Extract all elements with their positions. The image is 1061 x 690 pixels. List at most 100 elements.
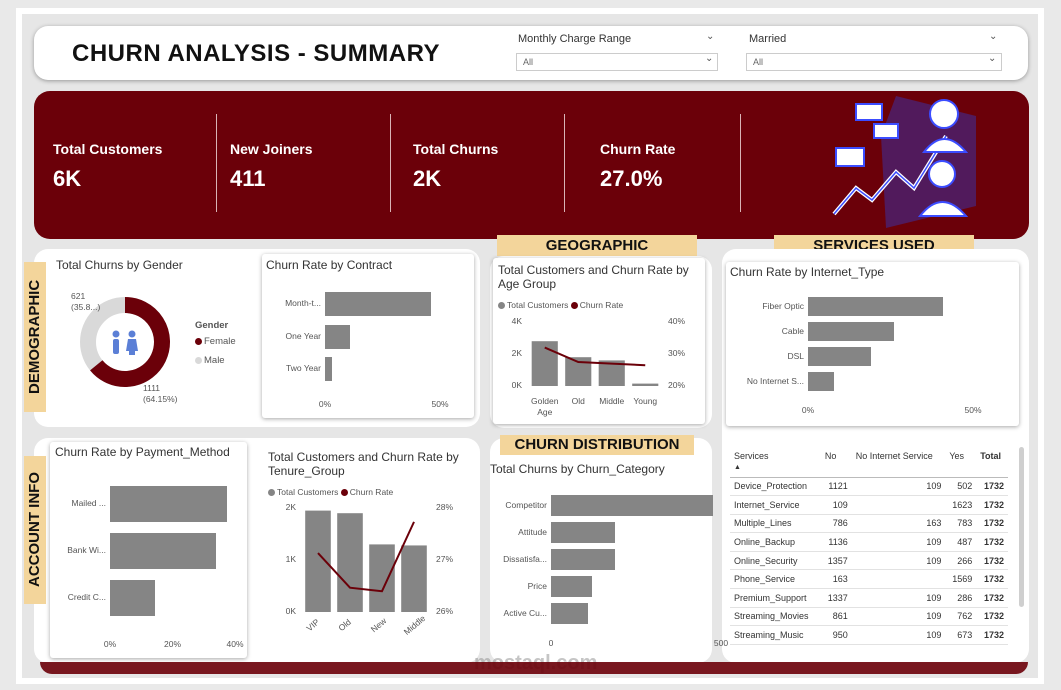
age-chart-card: [493, 258, 705, 424]
kpi-divider: [740, 114, 741, 212]
bar-category-2: [551, 549, 615, 570]
internet-chart-card: [726, 262, 1019, 426]
kpi-total-customers-value: 6K: [53, 166, 82, 191]
table-cell: 673: [945, 625, 977, 645]
table-cell: 1732: [976, 588, 1008, 608]
table-cell: 1337: [820, 588, 852, 608]
table-cell: 1732: [976, 551, 1008, 571]
category-label: Old: [571, 396, 585, 406]
table-cell: 749: [945, 644, 977, 650]
kpi-divider: [390, 114, 391, 212]
bottom-edge: [40, 662, 1028, 674]
section-geographic: GEOGRAPHIC: [497, 235, 697, 256]
people-icon: [112, 330, 138, 355]
table-row: Streaming_TV9741097491732: [730, 644, 1008, 650]
table-cell: 1732: [976, 532, 1008, 552]
column-age-3: [632, 383, 659, 386]
table-cell: Online_Security: [730, 551, 821, 571]
kpi-divider: [216, 114, 217, 212]
table-cell: 266: [945, 551, 977, 571]
bar-contract-2: [325, 357, 332, 381]
person-icon: [929, 99, 959, 129]
table-cell: 487: [945, 532, 977, 552]
bar-category-4: [551, 603, 589, 624]
table-cell: 974: [820, 644, 852, 650]
x-tick-label: 0%: [318, 399, 332, 409]
chart-title-age: Total Customers and Churn Rate by Age Gr…: [498, 263, 689, 291]
bar-internet-1: [808, 322, 894, 341]
x-tick-label: 40%: [226, 639, 244, 649]
column-tenure-2: [369, 544, 395, 612]
section-account-info: ACCOUNT INFO: [24, 456, 46, 604]
category-label: Month-t...: [285, 298, 321, 308]
table-cell: Multiple_Lines: [730, 514, 821, 534]
table-cell: 109: [851, 477, 946, 497]
table-cell: 1121: [820, 477, 852, 497]
category-label: Mailed ...: [71, 498, 107, 508]
y-tick-label: 4K: [511, 316, 522, 326]
bar-payment-0: [110, 486, 228, 522]
table-header-row: Services ▲ No No Internet Service Yes Total: [730, 447, 1008, 478]
slicer-monthly-charge-dropdown[interactable]: All: [516, 53, 718, 71]
y2-tick-label: 26%: [436, 606, 454, 616]
table-cell: 1732: [976, 644, 1008, 650]
column-header[interactable]: Yes: [945, 447, 977, 478]
category-label: DSL: [787, 350, 804, 361]
table-row: Internet_Service 109 1623 1732: [730, 495, 1008, 515]
table-cell: Phone_Service: [730, 569, 821, 590]
chevron-down-icon[interactable]: ⌄: [988, 53, 997, 64]
chevron-down-icon[interactable]: ⌄: [989, 31, 998, 42]
legend-male[interactable]: Male: [195, 355, 225, 366]
column-header[interactable]: Services ▲: [730, 447, 821, 478]
section-demographic: DEMOGRAPHIC: [24, 262, 46, 412]
person-icon: [928, 160, 956, 188]
section-churn-distribution: CHURN DISTRIBUTION: [500, 435, 694, 455]
chart-title-internet: Churn Rate by Internet_Type: [730, 265, 885, 279]
table-cell: 1732: [976, 495, 1008, 515]
services-table: Services ▲ No No Internet Service Yes Total De…: [730, 447, 1008, 650]
age-plot: [531, 341, 659, 386]
chevron-down-icon[interactable]: ⌄: [705, 53, 714, 64]
chart-title-gender: Total Churns by Gender: [56, 258, 183, 272]
column-header[interactable]: No: [820, 447, 852, 478]
slicer-married-value: All: [753, 57, 764, 67]
legend-female[interactable]: Female: [195, 336, 236, 347]
x-tick-label: 0%: [801, 405, 815, 415]
kpi-churn-rate-value: 27.0%: [600, 166, 663, 191]
chart-title-payment: Churn Rate by Payment_Method: [55, 445, 230, 459]
category-label: Bank Wi...: [67, 545, 106, 555]
slicer-monthly-charge-label: Monthly Charge Range: [518, 33, 632, 45]
table-cell: 861: [820, 607, 852, 627]
pie-slice-female: [90, 297, 170, 387]
table-cell: Online_Backup: [730, 532, 821, 552]
services-table-container: Services ▲ No No Internet Service Yes Total De…: [730, 447, 1008, 650]
table-cell: 109: [820, 495, 852, 515]
gender-donut-chart: [80, 297, 170, 387]
chevron-down-icon[interactable]: ⌄: [706, 31, 715, 42]
category-label: Two Year: [286, 363, 321, 373]
table-cell: Premium_Support: [730, 588, 821, 608]
category-label: Young: [633, 396, 658, 406]
x-tick-label: 50%: [431, 399, 449, 409]
table-cell: Device_Protection: [730, 477, 821, 497]
bar-contract-1: [325, 324, 351, 349]
y2-tick-label: 30%: [668, 348, 686, 358]
bar-category-0: [551, 495, 713, 516]
category-label: One Year: [285, 330, 321, 341]
x-tick-label: 20%: [163, 639, 181, 649]
category-label: Attitude: [518, 526, 547, 537]
analytics-illustration: [832, 96, 976, 228]
table-row: Premium_Support 1337 109 286 1732: [730, 588, 1008, 608]
line-age-churn-rate: [544, 346, 646, 367]
kpi-total-churns-value: 2K: [413, 166, 442, 191]
bar-category-1: [551, 522, 615, 543]
column-header[interactable]: Total: [976, 447, 1008, 478]
column-header[interactable]: No Internet Service: [851, 447, 946, 478]
table-cell: 109: [851, 607, 946, 627]
data-label-female: 1111 (64.15%): [143, 383, 178, 404]
slicer-married-dropdown[interactable]: All: [746, 53, 1002, 71]
chart-title-category: Total Churns by Churn_Category: [490, 462, 665, 476]
table-scrollbar[interactable]: [1019, 447, 1024, 607]
x-tick-label: 0: [548, 638, 554, 648]
table-cell: [851, 495, 946, 515]
